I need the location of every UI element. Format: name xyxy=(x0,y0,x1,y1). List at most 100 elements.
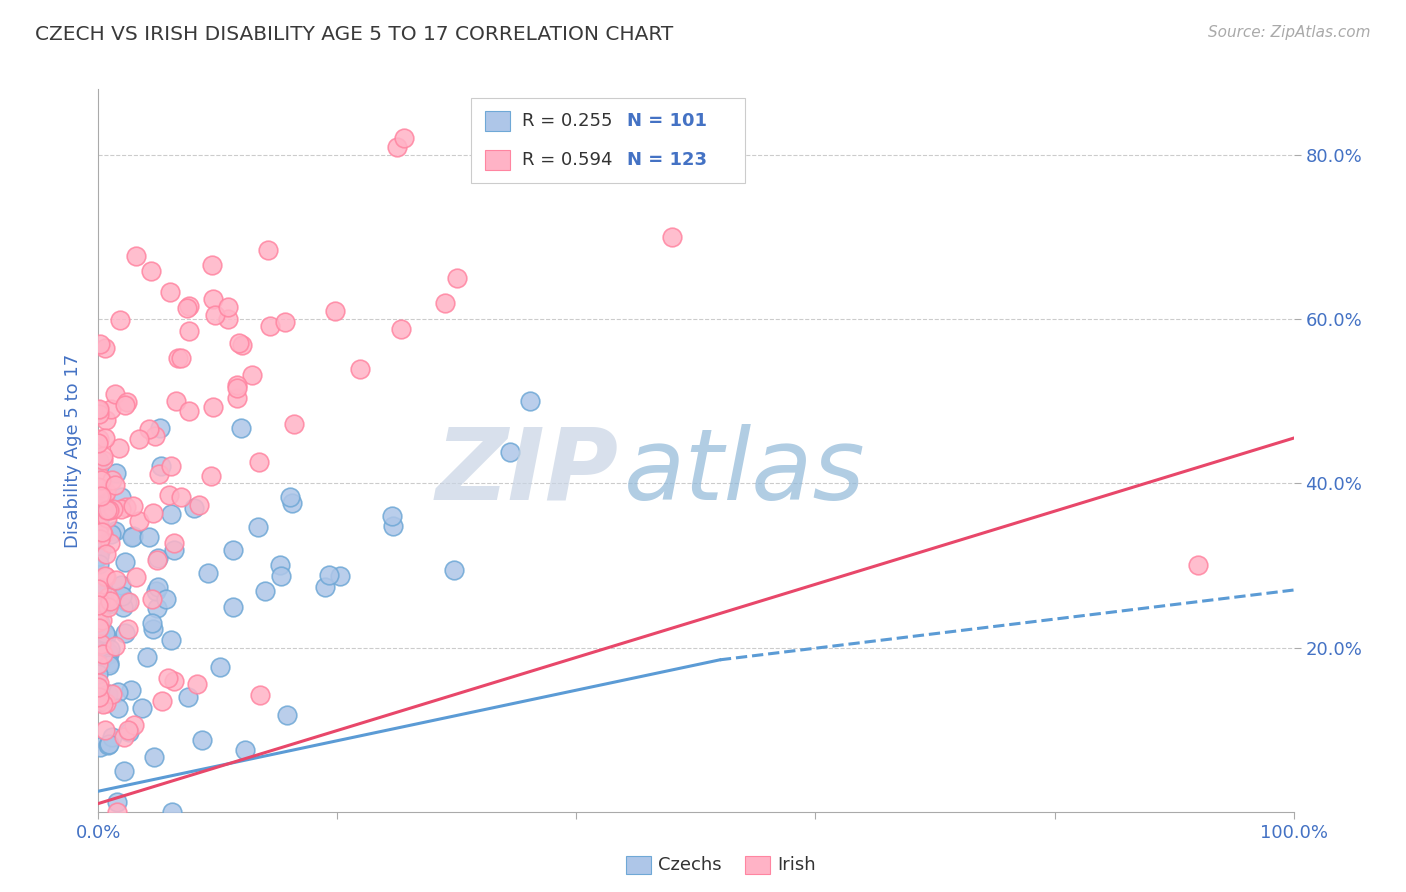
Point xyxy=(98,593,121,607)
Point xyxy=(98,656,121,670)
Point xyxy=(222,600,245,615)
Point xyxy=(202,293,225,307)
Point xyxy=(433,296,456,310)
Text: N = 123: N = 123 xyxy=(627,151,707,169)
Point xyxy=(170,490,193,504)
Point xyxy=(87,436,110,450)
Point xyxy=(114,626,136,640)
Point xyxy=(90,473,112,487)
Point xyxy=(87,621,110,635)
Point xyxy=(108,313,131,327)
Point xyxy=(104,387,127,401)
Point xyxy=(94,413,117,427)
Point xyxy=(96,485,118,500)
Point xyxy=(226,377,249,392)
Point xyxy=(163,535,186,549)
Point xyxy=(97,590,120,604)
Point xyxy=(141,622,163,636)
Point xyxy=(89,615,111,630)
Point xyxy=(160,632,183,647)
Point xyxy=(235,743,257,757)
Point xyxy=(108,441,131,455)
Point xyxy=(155,591,177,606)
Point xyxy=(115,500,138,514)
Point xyxy=(110,490,132,504)
Point xyxy=(385,140,408,154)
Point xyxy=(138,422,160,436)
Point xyxy=(89,532,111,546)
Point xyxy=(101,473,124,487)
Point xyxy=(117,723,139,737)
Point xyxy=(94,629,117,643)
Point xyxy=(150,458,173,473)
Point xyxy=(163,543,186,558)
Point xyxy=(89,657,111,671)
Point xyxy=(121,530,143,544)
Point xyxy=(131,701,153,715)
Point xyxy=(163,674,186,689)
Point xyxy=(87,676,110,690)
Point xyxy=(87,644,110,658)
Point xyxy=(276,707,298,722)
Point xyxy=(97,645,120,659)
Point xyxy=(93,489,115,503)
Point xyxy=(143,750,166,764)
Point xyxy=(325,304,347,318)
Point xyxy=(240,368,263,383)
Point xyxy=(145,553,167,567)
Point xyxy=(112,764,135,778)
Point xyxy=(160,458,183,473)
Point xyxy=(94,723,117,737)
Point xyxy=(217,300,239,314)
Point xyxy=(89,337,111,351)
Point xyxy=(128,432,150,446)
Point xyxy=(91,453,114,467)
Point xyxy=(91,524,114,539)
Point xyxy=(209,659,232,673)
Point xyxy=(392,131,415,145)
Point xyxy=(87,501,110,516)
Point xyxy=(443,563,465,577)
Point xyxy=(269,558,291,572)
Text: Czechs: Czechs xyxy=(658,856,721,874)
Point xyxy=(91,697,114,711)
Point xyxy=(89,637,111,651)
Point xyxy=(201,259,224,273)
Point xyxy=(149,421,172,435)
Text: CZECH VS IRISH DISABILITY AGE 5 TO 17 CORRELATION CHART: CZECH VS IRISH DISABILITY AGE 5 TO 17 CO… xyxy=(35,25,673,44)
Point xyxy=(249,689,271,703)
Point xyxy=(87,690,110,704)
Point xyxy=(225,392,247,406)
Point xyxy=(87,617,110,632)
Point xyxy=(100,527,122,541)
Point xyxy=(225,381,247,395)
Point xyxy=(115,395,138,409)
Point xyxy=(381,508,404,523)
Point xyxy=(114,555,136,569)
Point xyxy=(519,394,541,409)
Point xyxy=(100,401,122,416)
Point xyxy=(253,583,276,598)
Point xyxy=(98,737,121,751)
Point xyxy=(114,398,136,412)
Point xyxy=(121,500,143,514)
Point xyxy=(97,648,120,662)
Point xyxy=(89,469,111,483)
Text: Source: ZipAtlas.com: Source: ZipAtlas.com xyxy=(1208,25,1371,40)
Point xyxy=(87,646,110,660)
Point xyxy=(381,519,404,533)
Point xyxy=(97,501,120,516)
Point xyxy=(89,595,111,609)
Point xyxy=(228,335,250,350)
Point xyxy=(541,139,564,153)
Point xyxy=(105,466,128,480)
Point xyxy=(148,467,170,482)
Point xyxy=(89,739,111,754)
Y-axis label: Disability Age 5 to 17: Disability Age 5 to 17 xyxy=(63,353,82,548)
Point xyxy=(187,498,209,512)
Point xyxy=(121,529,143,543)
Point xyxy=(90,497,112,511)
Point xyxy=(87,615,110,629)
Point xyxy=(246,520,269,534)
Point xyxy=(97,738,120,752)
